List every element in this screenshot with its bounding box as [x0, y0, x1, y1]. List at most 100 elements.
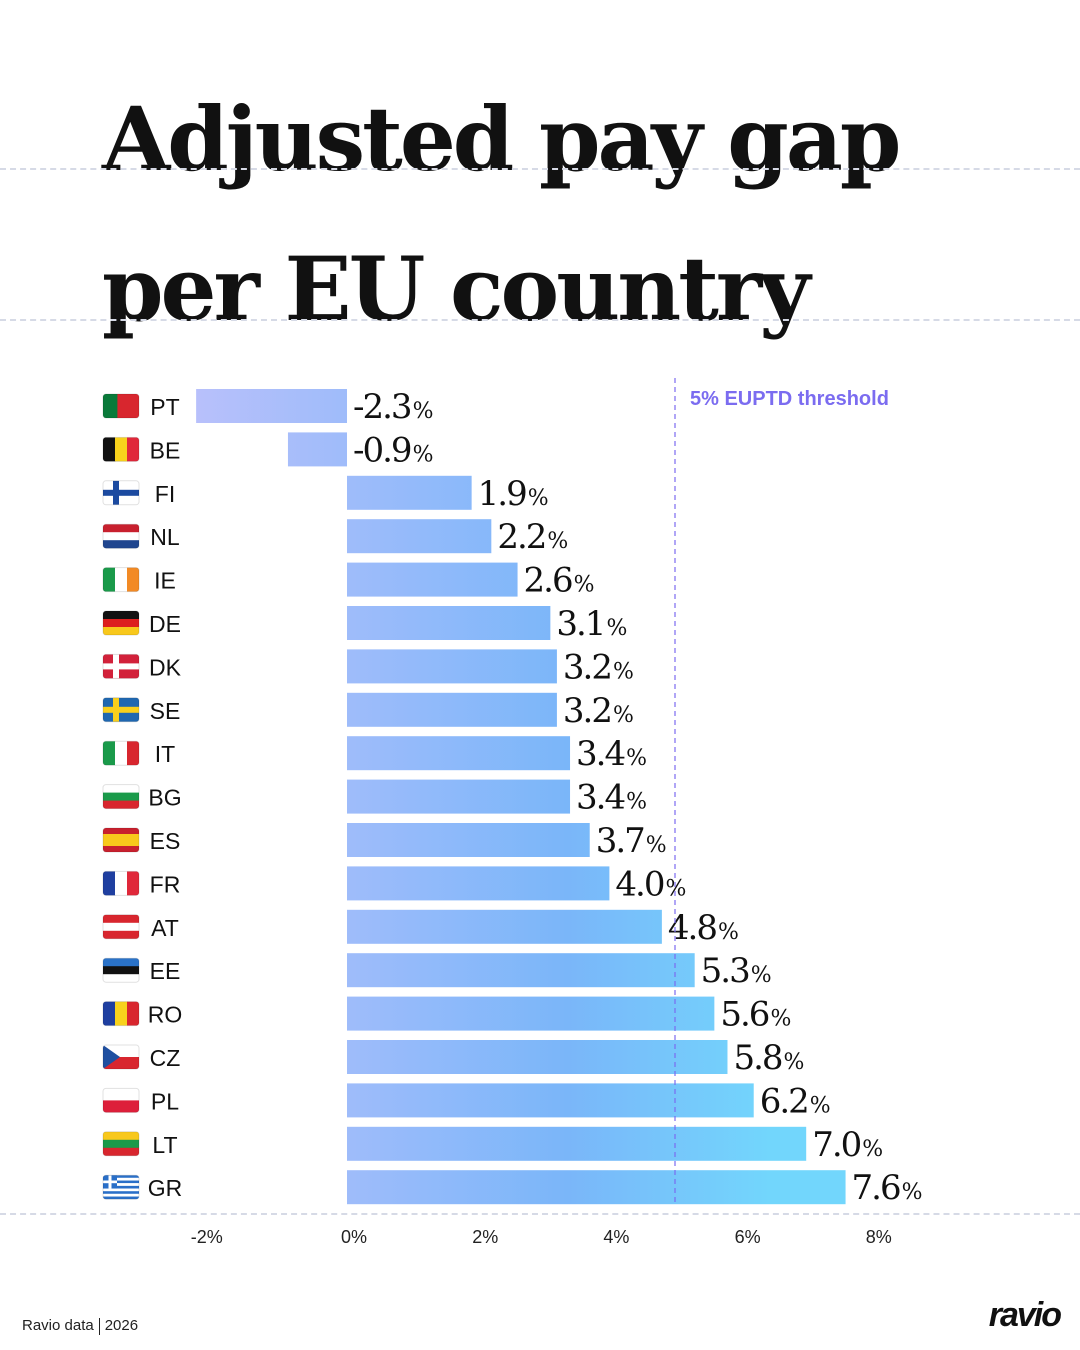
flag-border	[102, 697, 140, 723]
country-label: ES	[150, 828, 181, 854]
bar-dk	[347, 649, 557, 684]
country-label: RO	[148, 1002, 183, 1028]
flag-stripe	[124, 394, 133, 418]
bar-se	[347, 692, 557, 727]
flag-stripe	[103, 532, 139, 541]
flag-stripe	[103, 974, 139, 983]
flag-stripe	[103, 922, 139, 932]
value-number: -0.9	[353, 430, 411, 470]
flag-stripe	[127, 1001, 139, 1026]
value-number: 1.9	[478, 474, 526, 514]
value-label: 3.2%	[563, 691, 633, 731]
flag-body	[103, 1001, 139, 1026]
flag-border	[102, 436, 140, 462]
country-label: SE	[150, 698, 181, 724]
bar-cz	[347, 1040, 728, 1074]
country-label: IT	[155, 741, 175, 767]
value-number: 3.7	[596, 821, 644, 861]
flag-border	[102, 1131, 140, 1157]
flag-stripe	[103, 1185, 139, 1189]
flag-stripe	[103, 394, 111, 418]
flag-cross	[103, 1180, 117, 1184]
bar-it	[347, 736, 571, 771]
value-label: 2.6%	[524, 561, 594, 601]
bar-fr	[347, 866, 610, 901]
flag-stripe	[103, 1191, 139, 1194]
flag-be-icon	[102, 436, 140, 462]
flag-body	[103, 741, 139, 766]
value-label: 3.4%	[576, 734, 646, 774]
flag-stripe	[103, 840, 139, 847]
flag-body	[103, 1175, 139, 1200]
flag-stripe	[103, 1131, 139, 1141]
flag-stripe	[103, 1088, 139, 1101]
value-label: 7.0%	[812, 1125, 882, 1165]
value-label: 3.7%	[596, 821, 666, 861]
x-tick-label: -2%	[191, 1227, 223, 1247]
value-number: 3.1	[556, 604, 604, 644]
flag-stripe	[103, 567, 116, 592]
flag-triangle	[103, 1045, 120, 1069]
flag-pl-icon	[102, 1087, 140, 1113]
value-suffix: %	[646, 833, 666, 858]
flag-stripe	[103, 1147, 139, 1156]
source-label: Ravio data	[22, 1317, 94, 1334]
flag-border	[102, 610, 140, 636]
flag-body	[103, 784, 139, 809]
flag-stripe	[103, 611, 139, 620]
country-label: NL	[150, 524, 180, 550]
value-number: 6.2	[760, 1081, 808, 1121]
value-suffix: %	[547, 529, 567, 554]
flag-fi-icon	[102, 480, 140, 506]
flag-stripe	[103, 958, 139, 967]
country-label: AT	[151, 915, 179, 941]
country-label: DK	[149, 654, 182, 680]
flag-body	[103, 828, 139, 852]
country-label: IE	[154, 568, 176, 594]
flag-stripe	[103, 1100, 139, 1113]
flag-border	[102, 1174, 140, 1200]
bar-es	[347, 823, 590, 857]
value-label: 3.1%	[556, 604, 626, 644]
flag-de-icon	[102, 610, 140, 636]
bar-gr	[347, 1170, 846, 1205]
value-suffix: %	[902, 1180, 922, 1205]
value-number: 3.2	[563, 691, 611, 731]
flag-border	[102, 653, 140, 679]
value-label: 5.3%	[701, 951, 771, 991]
flag-border	[102, 827, 140, 853]
value-suffix: %	[574, 573, 594, 598]
x-tick-label: 2%	[472, 1227, 498, 1247]
flag-stripe	[103, 792, 139, 802]
value-label: 3.4%	[576, 778, 646, 818]
value-number: 3.2	[563, 647, 611, 687]
value-number: 3.4	[576, 734, 624, 774]
flag-body	[103, 437, 139, 462]
flag-body	[103, 394, 139, 418]
value-number: 5.8	[733, 1038, 781, 1078]
value-number: 5.3	[701, 951, 749, 991]
flag-it-icon	[102, 740, 140, 766]
value-suffix: %	[718, 920, 738, 945]
flag-stripe	[115, 1001, 128, 1026]
value-number: 4.8	[668, 908, 716, 948]
flag-stripe	[103, 930, 139, 939]
flag-body	[103, 1131, 139, 1156]
value-number: 4.0	[615, 864, 663, 904]
flag-stripe	[103, 1183, 139, 1186]
flag-stripe	[103, 627, 139, 635]
flag-stripe	[103, 914, 139, 924]
value-label: 4.0%	[615, 864, 685, 904]
flag-border	[102, 914, 140, 940]
flag-border	[102, 1044, 140, 1070]
flag-body	[103, 524, 139, 549]
bar-pt	[196, 389, 347, 423]
flag-stripe	[115, 871, 128, 896]
flag-stripe	[103, 540, 139, 549]
flag-nl-icon	[102, 523, 140, 549]
flag-border	[102, 523, 140, 549]
flag-stripe	[103, 784, 139, 794]
flag-stripe	[103, 800, 139, 809]
value-suffix: %	[810, 1093, 830, 1118]
